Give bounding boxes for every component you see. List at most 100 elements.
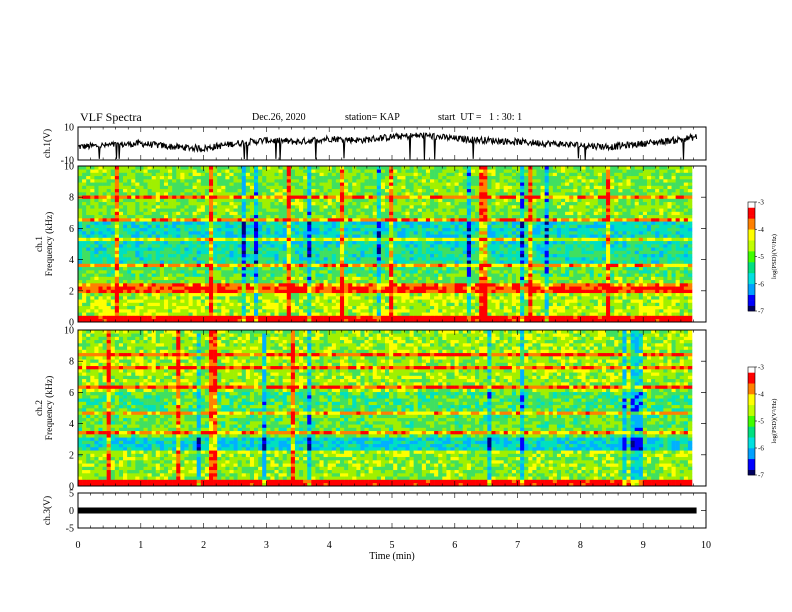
spectrogram-cell [417, 299, 423, 303]
spectrogram-cell [466, 266, 472, 271]
spectrogram-cell [520, 273, 525, 277]
spectrogram-cell [114, 302, 120, 307]
spectrogram-cell [446, 253, 451, 258]
spectrogram-cell [536, 283, 541, 287]
spectrogram-cell [241, 257, 247, 261]
spectrogram-cell [499, 221, 504, 225]
spectrogram-cell [86, 221, 91, 225]
spectrogram-cell [311, 283, 316, 287]
spectrogram-cell [110, 234, 116, 238]
spectrogram-cell [667, 309, 672, 313]
spectrogram-cell [307, 292, 312, 297]
spectrogram-cell [569, 218, 574, 222]
spectrogram-cell [266, 250, 271, 255]
spectrogram-cell [528, 302, 533, 307]
spectrogram-cell [123, 218, 128, 222]
spectrogram-cell [311, 260, 316, 264]
spectrogram-cell [299, 279, 304, 284]
spectrogram-cell [524, 309, 529, 313]
spectrogram-cell [417, 296, 423, 300]
spectrogram-cell [110, 214, 116, 219]
spectrogram-cell [585, 299, 590, 303]
spectrogram-cell [417, 231, 423, 235]
spectrogram-cell [90, 257, 95, 261]
spectrogram-cell [446, 286, 451, 290]
spectrogram-cell [581, 234, 586, 238]
spectrogram-cell [286, 273, 292, 277]
spectrogram-cell [344, 289, 349, 294]
spectrogram-cell [585, 234, 590, 238]
spectrogram-cell [131, 253, 136, 258]
spectrogram-cell [667, 257, 672, 261]
spectrogram-cell [593, 250, 599, 255]
spectrogram-cell [106, 309, 112, 313]
spectrogram-cell [233, 257, 238, 261]
spectrogram-cell [237, 296, 243, 300]
spectrogram-cell [687, 263, 693, 268]
spectrogram-cell [683, 273, 689, 277]
spectrogram-cell [683, 309, 689, 313]
spectrogram-cell [110, 247, 116, 251]
spectrogram-cell [499, 240, 504, 245]
spectrogram-cell [221, 318, 226, 323]
spectrogram-cell [114, 247, 120, 251]
spectrogram-cell [221, 296, 226, 300]
spectrogram-cell [311, 224, 316, 229]
spectrogram-cell [544, 292, 550, 297]
spectrogram-cell [102, 234, 107, 238]
spectrogram-cell [577, 250, 582, 255]
spectrogram-cell [339, 315, 345, 320]
spectrogram-cell [638, 289, 644, 294]
spectrogram-cell [622, 221, 627, 225]
spectrogram-cell [524, 227, 529, 232]
spectrogram-cell [409, 227, 414, 232]
spectrogram-cell [323, 234, 328, 238]
spectrogram-cell [430, 302, 435, 307]
spectrogram-cell [495, 257, 500, 261]
spectrogram-cell [622, 312, 627, 316]
spectrogram-cell [634, 315, 640, 320]
spectrogram-cell [687, 276, 693, 281]
spectrogram-cell [163, 292, 169, 297]
spectrogram-cell [401, 218, 406, 222]
spectrogram-cell [217, 309, 222, 313]
spectrogram-cell [249, 286, 255, 290]
spectrogram-cell [520, 250, 525, 255]
spectrogram-cell [466, 296, 472, 300]
spectrogram-cell [98, 247, 103, 251]
spectrogram-cell [290, 244, 296, 248]
spectrogram-cell [679, 276, 685, 281]
spectrogram-cell [659, 231, 664, 235]
spectrogram-cell [86, 296, 91, 300]
ch1-trace [77, 131, 698, 160]
spectrogram-cell [438, 250, 443, 255]
spectrogram-cell [430, 286, 435, 290]
spectrogram-cell [601, 227, 607, 232]
spectrogram-cell [286, 224, 292, 229]
spectrogram-cell [249, 247, 255, 251]
spectrogram-cell [364, 283, 369, 287]
spectrogram-cell [147, 318, 152, 323]
spectrogram-cell [659, 257, 664, 261]
spectrogram-cell [671, 224, 676, 229]
spectrogram-cell [462, 283, 468, 287]
spectrogram-cell [544, 244, 550, 248]
spectrogram-cell [421, 266, 427, 271]
spectrogram-cell [168, 299, 173, 303]
spectrogram-cell [135, 247, 140, 251]
spectrogram-cell [380, 289, 386, 294]
spectrogram-cell [237, 315, 243, 320]
spectrogram-cell [106, 263, 112, 268]
spectrogram-cell [393, 244, 398, 248]
spectrogram-cell [503, 250, 509, 255]
spectrogram-cell [622, 305, 627, 310]
spectrogram-cell [106, 247, 112, 251]
spectrogram-cell [163, 244, 169, 248]
spectrogram-cell [528, 276, 533, 281]
spectrogram-cell [487, 270, 492, 274]
spectrogram-cell [102, 270, 107, 274]
spectrogram-cell [356, 273, 361, 277]
spectrogram-cell [614, 289, 619, 294]
spectrogram-cell [679, 253, 685, 258]
spectrogram-cell [548, 218, 554, 222]
